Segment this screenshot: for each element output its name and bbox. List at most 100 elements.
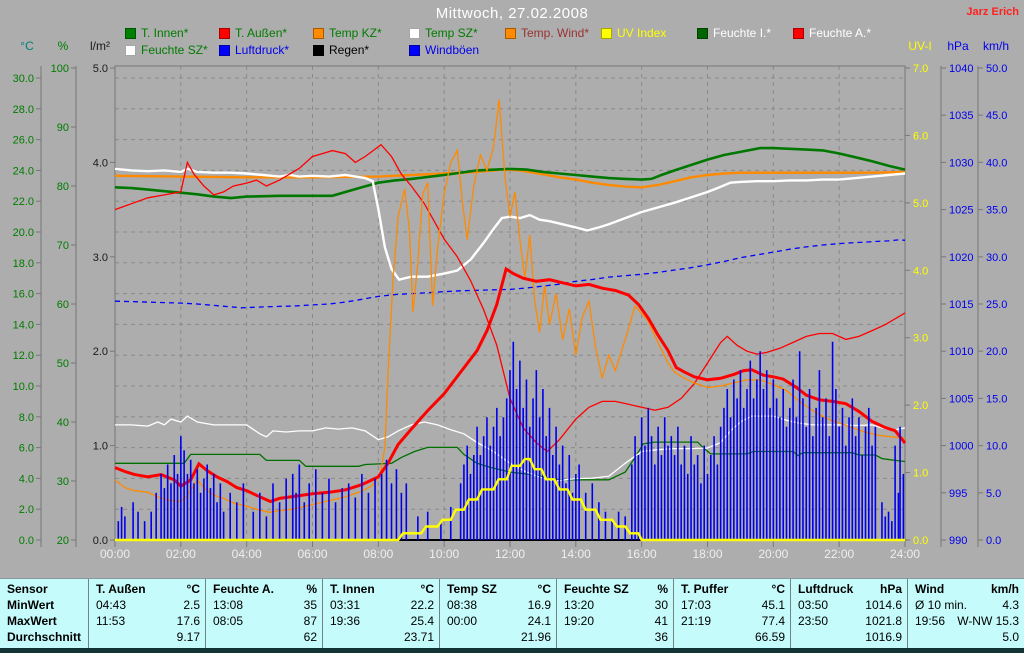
stats-cell: 36 bbox=[654, 630, 668, 644]
author-watermark: Jarz Erich bbox=[966, 6, 1019, 18]
axis-tick-label-pct: 50 bbox=[57, 358, 69, 370]
axis-tick-label-uv: 2.0 bbox=[913, 400, 928, 412]
stats-row-label: Sensor bbox=[7, 582, 48, 596]
axis-tick-label-hpa: 990 bbox=[949, 535, 967, 547]
axis-tick-label-uv: 0.0 bbox=[913, 535, 928, 547]
stats-cell: 23:50 1021.8 bbox=[798, 614, 902, 628]
legend-swatch bbox=[125, 27, 136, 39]
axis-tick-label-kmh: 10.0 bbox=[986, 441, 1007, 453]
stats-group-header: Feuchte SZ% bbox=[564, 582, 668, 596]
legend-item-t-au-en-: T. Außen* bbox=[219, 26, 288, 40]
stats-cell: 08:38 16.9 bbox=[447, 598, 551, 612]
stats-group-luftdruck: Luftdruck hPa 03:50 1014.6 23:50 1021.8 1016.9 bbox=[790, 579, 907, 649]
axis-tick-label-tempC: 14.0 bbox=[13, 319, 34, 331]
axis-tick-label-kmh: 25.0 bbox=[986, 299, 1007, 311]
stats-group-feuchte-a-: Feuchte A.% 13:08 35 08:05 87 62 bbox=[205, 579, 322, 649]
axis-unit-pct: % bbox=[58, 39, 69, 53]
axis-tick-label-uv: 5.0 bbox=[913, 198, 928, 210]
axis-tick-label-tempC: 10.0 bbox=[13, 381, 34, 393]
stats-cell: 19:20 41 bbox=[564, 614, 668, 628]
stats-group-t-puffer: T. Puffer °C 17:03 45.1 21:19 77.4 66.59 bbox=[673, 579, 790, 649]
stats-row-labels: Sensor MinWert MaxWert Durchschnitt bbox=[0, 579, 88, 649]
stats-group-header: Feuchte A.% bbox=[213, 582, 317, 596]
stats-group-header: T. Innen °C bbox=[330, 582, 434, 596]
legend-item-temp-sz-: Temp SZ* bbox=[409, 26, 478, 40]
axis-tick-label-pct: 40 bbox=[57, 417, 69, 429]
legend-item-windb-en: Windböen bbox=[409, 43, 480, 57]
legend-swatch bbox=[601, 27, 612, 39]
page-title: Mittwoch, 27.02.2008 bbox=[435, 5, 589, 22]
x-axis-label: 00:00 bbox=[100, 547, 130, 561]
legend-swatch bbox=[505, 27, 516, 39]
legend-label: Feuchte I.* bbox=[713, 26, 772, 40]
axis-tick-label-lm2: 2.0 bbox=[93, 346, 108, 358]
axis-tick-label-hpa: 1015 bbox=[949, 299, 973, 311]
axis-tick-label-tempC: 20.0 bbox=[13, 227, 34, 239]
axis-tick-label-tempC: 28.0 bbox=[13, 104, 34, 116]
axis-tick-label-hpa: 1005 bbox=[949, 393, 973, 405]
axis-tick-label-kmh: 45.0 bbox=[986, 110, 1007, 122]
stats-cell: 19:56 W-NW 15.3 bbox=[915, 614, 1019, 628]
legend-label: Temp. Wind* bbox=[521, 26, 590, 40]
legend-label: Temp KZ* bbox=[329, 26, 382, 40]
legend-label: T. Außen* bbox=[235, 26, 288, 40]
stats-row-label: MaxWert bbox=[7, 614, 57, 628]
axis-tick-label-kmh: 0.0 bbox=[986, 535, 1001, 547]
legend-swatch bbox=[219, 44, 230, 56]
weather-chart: 0.0 2.0 4.0 6.0 8.0 10.0 12.0 14.0 16.0 18.0 20.0 2… bbox=[13, 39, 1009, 561]
axis-tick-label-pct: 30 bbox=[57, 476, 69, 488]
legend-swatch bbox=[793, 27, 804, 39]
x-axis-label: 12:00 bbox=[495, 547, 525, 561]
axis-tick-label-uv: 3.0 bbox=[913, 333, 928, 345]
axis-unit-tempC: °C bbox=[20, 39, 34, 53]
axis-tick-label-tempC: 26.0 bbox=[13, 135, 34, 147]
axis-tick-label-tempC: 24.0 bbox=[13, 165, 34, 177]
series-temp_wind bbox=[114, 99, 906, 513]
x-axis-label: 04:00 bbox=[232, 547, 262, 561]
axis-tick-label-hpa: 1000 bbox=[949, 441, 973, 453]
stats-cell: 04:43 2.5 bbox=[96, 598, 200, 612]
axis-tick-label-pct: 70 bbox=[57, 240, 69, 252]
legend-item-regen-: Regen* bbox=[313, 43, 370, 57]
stats-cell: 08:05 87 bbox=[213, 614, 317, 628]
axis-tick-label-uv: 4.0 bbox=[913, 265, 928, 277]
stats-cell: 5.0 bbox=[1002, 630, 1019, 644]
stats-cell: 21:19 77.4 bbox=[681, 614, 785, 628]
legend-item-temp-kz-: Temp KZ* bbox=[313, 26, 382, 40]
axis-tick-label-pct: 20 bbox=[57, 535, 69, 547]
x-axis-label: 06:00 bbox=[297, 547, 327, 561]
stats-cell: 03:50 1014.6 bbox=[798, 598, 902, 612]
series-temp_kz bbox=[114, 168, 906, 189]
axis-unit-kmh: km/h bbox=[983, 39, 1009, 53]
legend-label: UV Index bbox=[617, 26, 667, 40]
legend-label: Luftdruck* bbox=[235, 43, 290, 57]
axis-tick-label-kmh: 40.0 bbox=[986, 157, 1007, 169]
stats-group-header: Temp SZ °C bbox=[447, 582, 551, 596]
stats-cell: 13:20 30 bbox=[564, 598, 668, 612]
stats-cell: 9.17 bbox=[176, 630, 200, 644]
legend-item-feuchte-sz-: Feuchte SZ* bbox=[125, 43, 208, 57]
series-temp_sz bbox=[114, 167, 906, 282]
axis-tick-label-hpa: 1010 bbox=[949, 346, 973, 358]
axis-tick-label-hpa: 1020 bbox=[949, 252, 973, 264]
legend-item-temp-wind-: Temp. Wind* bbox=[505, 26, 590, 40]
x-axis-label: 18:00 bbox=[692, 547, 722, 561]
legend-swatch bbox=[219, 27, 230, 39]
stats-cell: Ø 10 min. 4.3 bbox=[915, 598, 1019, 612]
stats-table: Sensor MinWert MaxWert Durchschnitt T. Außen… bbox=[0, 578, 1024, 649]
stats-row-label: Durchschnitt bbox=[7, 630, 82, 644]
legend-label: Regen* bbox=[329, 43, 370, 57]
legend-item-feuchte-a-: Feuchte A.* bbox=[793, 26, 871, 40]
stats-group-header: Luftdruck hPa bbox=[798, 582, 902, 596]
x-axis-label: 14:00 bbox=[561, 547, 591, 561]
stats-group-header: T. Puffer °C bbox=[681, 582, 785, 596]
axis-tick-label-hpa: 1035 bbox=[949, 110, 973, 122]
axis-tick-label-lm2: 1.0 bbox=[93, 441, 108, 453]
axis-tick-label-kmh: 50.0 bbox=[986, 63, 1007, 75]
legend-swatch bbox=[409, 27, 420, 39]
axis-tick-label-hpa: 1040 bbox=[949, 63, 973, 75]
x-axis-label: 20:00 bbox=[758, 547, 788, 561]
legend-label: Windböen bbox=[425, 43, 480, 57]
series-windboeen bbox=[117, 341, 905, 540]
